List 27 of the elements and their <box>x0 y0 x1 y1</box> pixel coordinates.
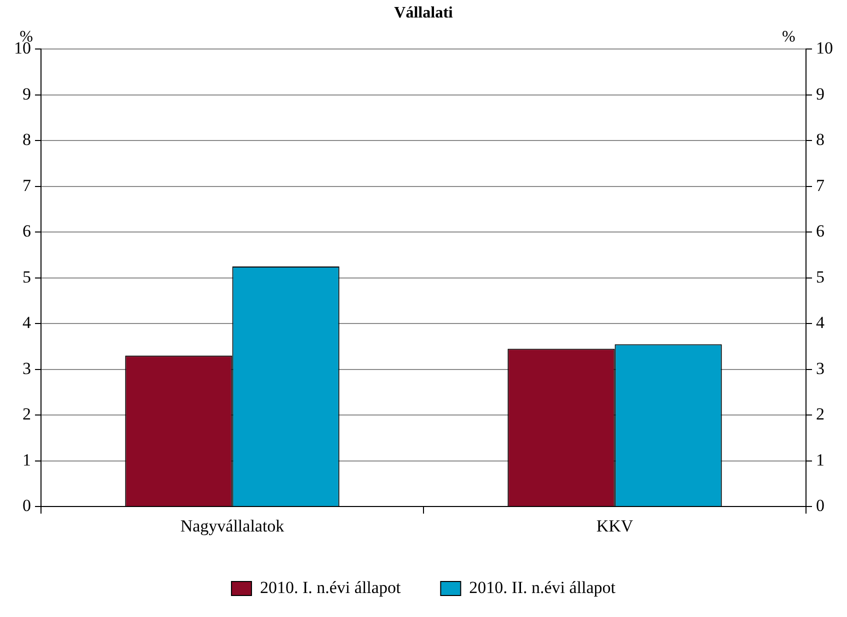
y2-axis-title: % <box>782 28 796 46</box>
y-tick-label: 3 <box>22 358 31 378</box>
y-tick-label: 9 <box>22 84 31 104</box>
y2-tick-label: 5 <box>816 267 824 286</box>
y-tick-label: 7 <box>22 176 32 195</box>
y-tick-label: 8 <box>22 130 31 150</box>
y2-tick-label: 2 <box>816 404 824 424</box>
y-tick-label: 5 <box>22 267 31 286</box>
y-tick-label: 0 <box>22 496 31 516</box>
y-tick-label: 2 <box>22 404 31 424</box>
y-tick-label: 4 <box>22 313 32 332</box>
y2-tick-label: 3 <box>816 358 824 378</box>
y2-tick-label: 0 <box>816 496 824 516</box>
y2-tick-label: 10 <box>816 38 833 58</box>
x-tick-label: Nagyvállalatok <box>180 516 285 536</box>
y-tick-label: 6 <box>22 222 31 241</box>
chart-title: Vállalati <box>394 4 454 22</box>
y2-tick-label: 9 <box>816 84 824 104</box>
y2-tick-label: 6 <box>816 222 824 241</box>
x-tick-label: KKV <box>596 516 634 536</box>
y-tick-label: 1 <box>22 450 31 470</box>
legend-label: 2010. II. n.évi állapot <box>469 578 616 597</box>
y2-tick-label: 7 <box>816 176 825 195</box>
legend-label: 2010. I. n.évi állapot <box>260 578 401 597</box>
y2-tick-label: 1 <box>816 450 824 470</box>
y2-tick-label: 8 <box>816 130 824 150</box>
y2-tick-label: 4 <box>816 313 825 332</box>
